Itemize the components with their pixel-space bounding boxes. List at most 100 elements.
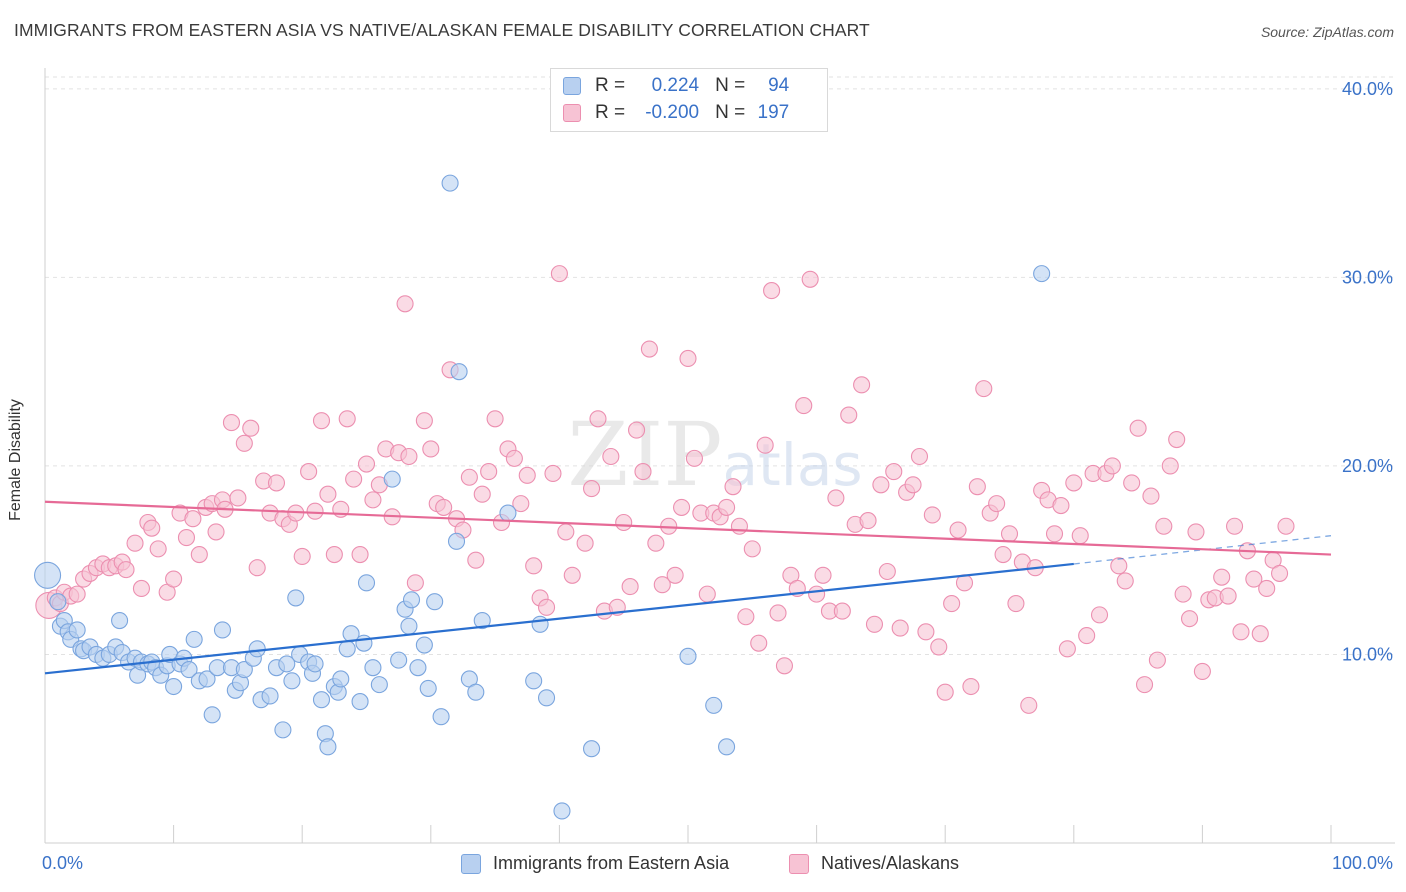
data-point bbox=[557, 523, 575, 541]
data-point bbox=[499, 504, 517, 522]
data-point bbox=[242, 419, 260, 437]
data-point bbox=[473, 611, 491, 630]
data-point bbox=[177, 529, 196, 547]
legend-row-pink: R = -0.200 N = 197 bbox=[563, 100, 789, 126]
data-point bbox=[730, 517, 748, 535]
data-point bbox=[267, 474, 286, 492]
data-point bbox=[756, 436, 774, 454]
data-point bbox=[814, 566, 832, 584]
data-point bbox=[795, 397, 813, 415]
data-point bbox=[923, 506, 941, 524]
data-point bbox=[345, 470, 363, 488]
data-point bbox=[325, 545, 343, 564]
data-point bbox=[180, 660, 198, 679]
data-point bbox=[198, 670, 216, 688]
data-point bbox=[409, 659, 427, 677]
data-point bbox=[634, 463, 652, 481]
trend-lines bbox=[44, 500, 1332, 675]
data-point bbox=[531, 615, 549, 633]
data-point bbox=[415, 636, 433, 654]
source-label: Source: ZipAtlas.com bbox=[1260, 24, 1394, 40]
data-point bbox=[435, 498, 453, 516]
n-label: N = bbox=[715, 102, 746, 123]
data-point bbox=[840, 406, 858, 424]
data-point bbox=[1161, 457, 1179, 475]
data-point bbox=[364, 659, 382, 677]
data-point bbox=[319, 738, 337, 756]
data-point bbox=[679, 349, 697, 368]
data-point bbox=[949, 521, 967, 539]
data-point bbox=[582, 480, 601, 498]
trend-line-natives bbox=[44, 500, 1332, 556]
data-point bbox=[312, 691, 331, 709]
r-label: R = bbox=[595, 75, 626, 96]
data-point bbox=[406, 574, 424, 592]
data-point bbox=[1007, 595, 1025, 613]
data-point bbox=[724, 478, 742, 496]
eastern-asia-points bbox=[34, 174, 1051, 820]
data-point bbox=[450, 363, 468, 381]
data-point bbox=[602, 447, 620, 466]
data-point bbox=[750, 634, 768, 652]
data-point bbox=[859, 512, 877, 530]
data-point bbox=[261, 687, 279, 705]
data-point bbox=[865, 615, 884, 633]
data-point bbox=[544, 464, 562, 483]
data-point bbox=[1226, 517, 1244, 535]
data-point bbox=[274, 721, 292, 739]
data-point bbox=[1052, 496, 1070, 515]
data-point bbox=[1213, 568, 1231, 586]
data-point bbox=[718, 738, 736, 756]
x-tick-label-min: 0.0% bbox=[42, 853, 84, 873]
data-point bbox=[248, 640, 266, 658]
pink-swatch-icon bbox=[789, 853, 809, 874]
data-point bbox=[885, 463, 903, 481]
data-point bbox=[679, 647, 697, 665]
data-point bbox=[184, 510, 202, 528]
data-point bbox=[338, 410, 356, 428]
data-point bbox=[165, 677, 183, 696]
data-point bbox=[467, 683, 485, 701]
data-point bbox=[415, 412, 433, 430]
data-point bbox=[351, 545, 369, 564]
data-point bbox=[1110, 557, 1128, 575]
gridlines bbox=[45, 76, 1395, 655]
data-point bbox=[1090, 606, 1109, 624]
data-point bbox=[833, 602, 851, 620]
trend-line-eastern-asia bbox=[44, 562, 1074, 675]
y-tick-label: 20.0% bbox=[1342, 456, 1393, 476]
watermark-atlas: atlas bbox=[722, 431, 862, 499]
data-point bbox=[962, 677, 980, 696]
data-point bbox=[1148, 651, 1166, 669]
data-point bbox=[143, 519, 161, 537]
data-point bbox=[402, 591, 421, 609]
data-point bbox=[383, 470, 401, 488]
data-point bbox=[432, 708, 450, 726]
data-point bbox=[988, 495, 1006, 513]
data-point bbox=[460, 468, 478, 486]
natives-alaskans-points bbox=[35, 265, 1295, 714]
data-point bbox=[283, 672, 301, 690]
data-point bbox=[1129, 419, 1147, 437]
r-label: R = bbox=[595, 102, 626, 123]
data-point bbox=[628, 421, 646, 439]
data-point bbox=[370, 676, 388, 694]
data-point bbox=[518, 466, 536, 484]
data-point bbox=[426, 593, 444, 611]
data-point bbox=[111, 611, 129, 630]
data-point bbox=[1116, 572, 1134, 590]
data-point bbox=[653, 576, 671, 594]
data-point bbox=[550, 265, 568, 283]
data-point bbox=[525, 557, 543, 575]
data-point bbox=[1251, 625, 1269, 643]
data-point bbox=[589, 410, 607, 428]
data-point bbox=[68, 621, 86, 639]
data-point bbox=[287, 589, 305, 607]
data-point bbox=[853, 376, 871, 394]
data-point bbox=[994, 545, 1012, 564]
data-point bbox=[1135, 676, 1154, 694]
data-point bbox=[968, 478, 986, 496]
data-point bbox=[149, 540, 167, 558]
data-point bbox=[1045, 525, 1064, 543]
